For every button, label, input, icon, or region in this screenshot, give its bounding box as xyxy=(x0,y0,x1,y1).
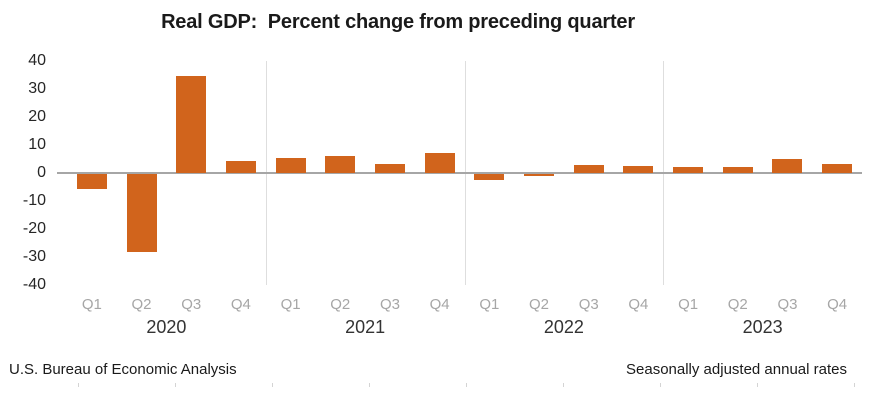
gdp-bar xyxy=(374,163,405,173)
y-axis-tick-label: -30 xyxy=(22,248,46,265)
bottom-tick xyxy=(466,383,467,387)
gdp-bar xyxy=(225,161,256,173)
quarter-label: Q1 xyxy=(479,296,500,313)
quarter-label: Q3 xyxy=(578,296,599,313)
quarter-label: Q4 xyxy=(628,296,649,313)
quarter-label: Q4 xyxy=(827,296,848,313)
year-label: 2023 xyxy=(742,317,783,337)
gdp-bar xyxy=(275,158,306,173)
gdp-bar xyxy=(76,174,107,189)
quarter-label: Q1 xyxy=(678,296,699,313)
bottom-tick xyxy=(272,383,273,387)
quarter-label: Q3 xyxy=(777,296,798,313)
gdp-bar xyxy=(424,153,455,173)
chart-title: Real GDP: Percent change from preceding … xyxy=(161,11,635,33)
source-note: U.S. Bureau of Economic Analysis xyxy=(9,361,237,378)
gdp-bar xyxy=(623,165,654,173)
year-label: 2020 xyxy=(146,317,187,337)
bottom-tick xyxy=(175,383,176,387)
bottom-ticks xyxy=(0,383,874,389)
y-axis-tick-label: -10 xyxy=(22,192,46,209)
quarter-label: Q3 xyxy=(379,296,400,313)
y-axis-tick-label: 30 xyxy=(28,80,46,97)
plot-area xyxy=(57,61,862,285)
year-label: 2022 xyxy=(543,317,584,337)
x-axis: 2020 Q1 Q2 Q3 Q4 2021 Q1 Q2 Q3 Q4 2022 Q1 Q2 Q3 Q4 2023… xyxy=(67,296,862,346)
gdp-bar xyxy=(524,174,555,176)
quarter-label: Q4 xyxy=(429,296,450,313)
gdp-bar xyxy=(772,159,803,173)
quarter-label: Q3 xyxy=(181,296,202,313)
y-axis-tick-label: 0 xyxy=(37,164,46,181)
quarter-label: Q2 xyxy=(131,296,152,313)
y-axis-tick-label: 40 xyxy=(28,52,46,69)
y-axis-tick-label: -40 xyxy=(22,276,46,293)
bottom-tick xyxy=(757,383,758,387)
y-axis-tick-label: 20 xyxy=(28,108,46,125)
bottom-tick xyxy=(854,383,855,387)
quarter-label: Q1 xyxy=(81,296,102,313)
gdp-bar xyxy=(325,155,356,173)
y-axis-tick-label: -20 xyxy=(22,220,46,237)
gdp-bar xyxy=(573,165,604,173)
gdp-bar xyxy=(176,75,207,173)
zero-axis-line xyxy=(57,172,862,174)
gdp-bar xyxy=(474,174,505,180)
gdp-bar xyxy=(126,174,157,253)
rate-note: Seasonally adjusted annual rates xyxy=(626,361,847,378)
y-axis: 40 30 20 10 0 -10 -20 -30 -40 xyxy=(0,0,46,400)
year-label: 2021 xyxy=(345,317,386,337)
gdp-bar xyxy=(673,166,704,173)
y-axis-tick-label: 10 xyxy=(28,136,46,153)
quarter-label: Q2 xyxy=(727,296,748,313)
quarter-label: Q4 xyxy=(230,296,251,313)
quarter-label: Q2 xyxy=(529,296,550,313)
quarter-label: Q2 xyxy=(330,296,351,313)
bottom-tick xyxy=(660,383,661,387)
bottom-tick xyxy=(78,383,79,387)
quarter-label: Q1 xyxy=(280,296,301,313)
gdp-bar xyxy=(722,167,753,173)
bottom-tick xyxy=(563,383,564,387)
gdp-bar xyxy=(822,163,853,173)
bottom-tick xyxy=(369,383,370,387)
